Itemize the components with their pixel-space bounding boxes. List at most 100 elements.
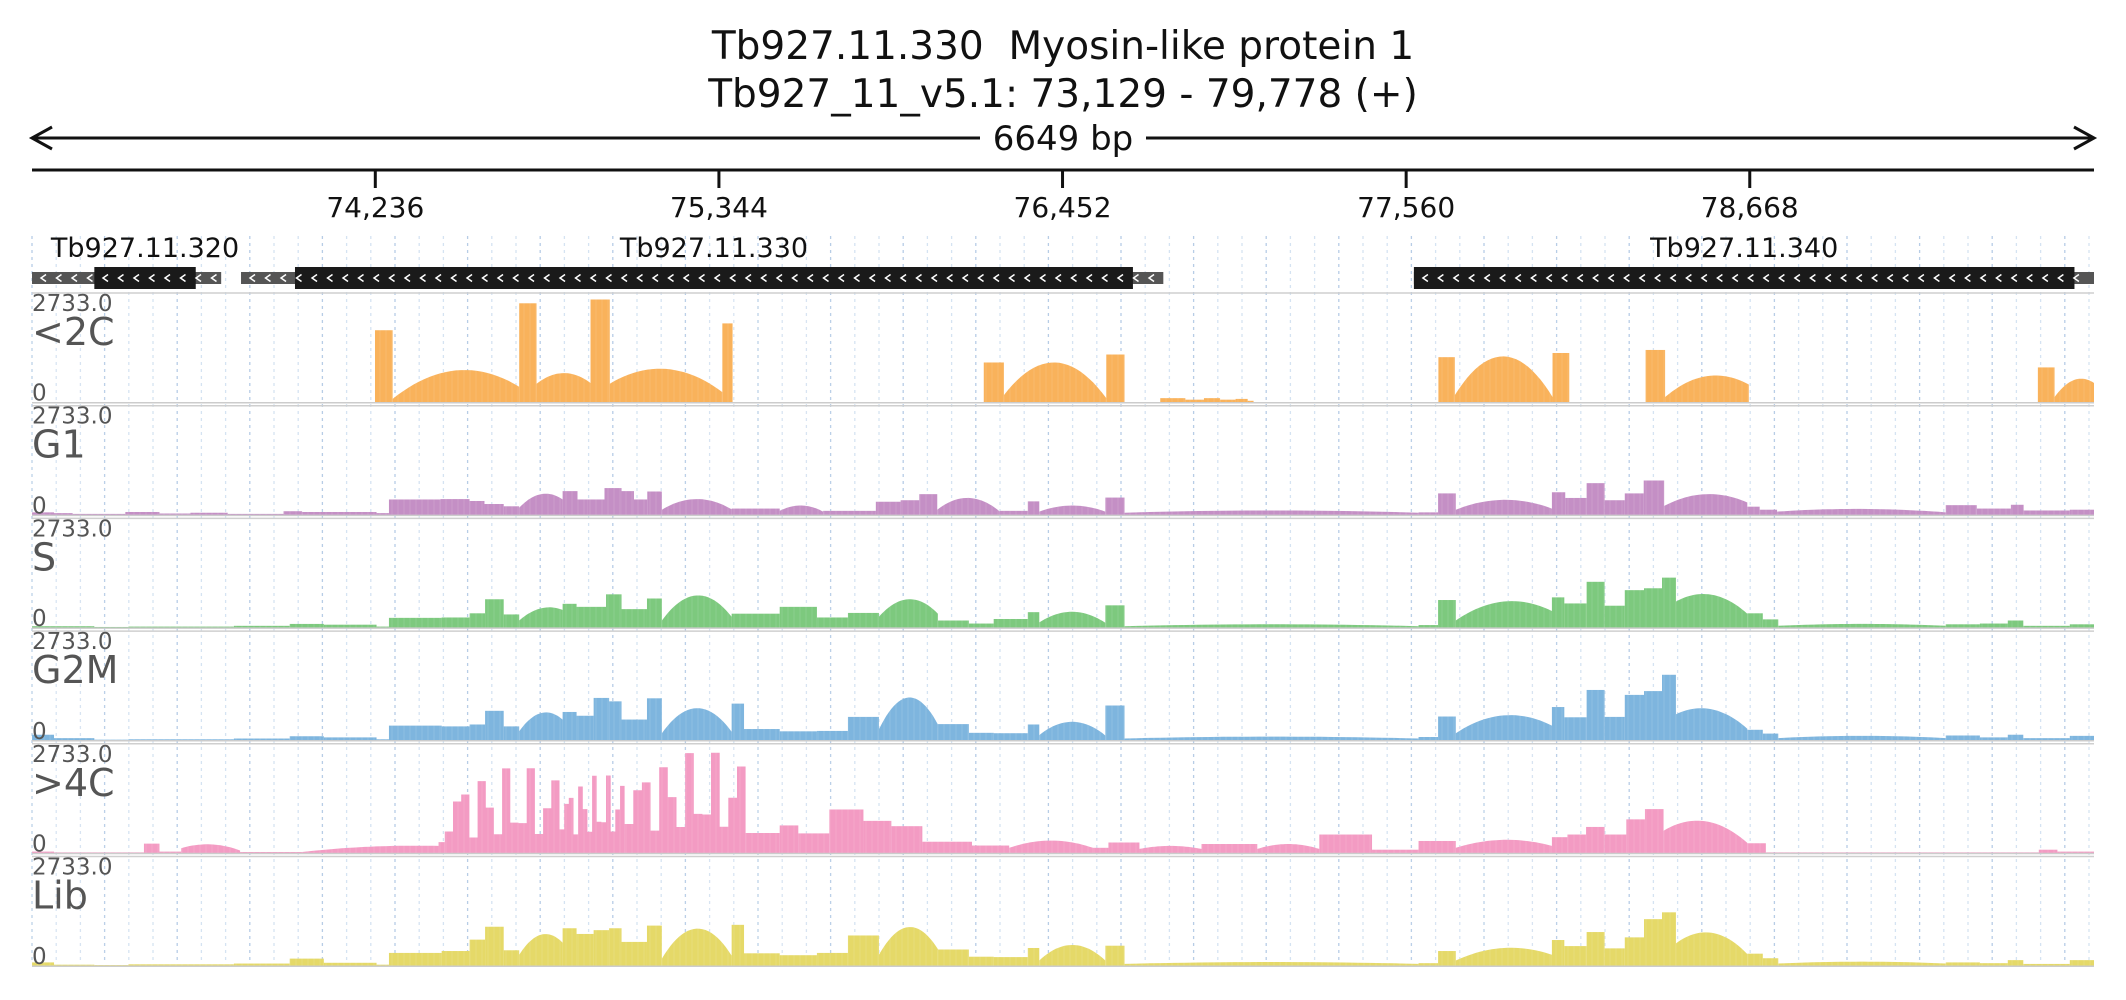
coverage-bar [562, 491, 578, 516]
chart-subtitle: Tb927_11_v5.1: 73,129 - 79,778 (+) [707, 72, 1418, 117]
coverage-bar [1564, 603, 1587, 629]
coverage-area [661, 595, 732, 629]
strand-arrow-icon [357, 273, 364, 283]
coverage-bar [744, 953, 780, 967]
strand-arrow-icon [1685, 273, 1692, 283]
strand-arrow-icon [853, 273, 860, 283]
coverage-bar [376, 626, 389, 629]
x-tick-label: 78,668 [1701, 191, 1799, 224]
coverage-bar [441, 617, 470, 629]
strand-arrow-icon [1070, 273, 1077, 283]
coverage-bar [376, 964, 389, 967]
coverage-bar [2023, 963, 2070, 967]
coverage-bar [999, 510, 1028, 516]
coverage-area [878, 697, 938, 741]
coverage-bar [159, 513, 191, 516]
coverage-bar [816, 730, 848, 741]
coverage-area [2054, 378, 2094, 403]
strand-arrow-icon [388, 273, 395, 283]
gene-feature[interactable]: Tb927.11.320 [32, 233, 239, 289]
coverage-bar [1203, 398, 1221, 403]
coverage-bar [1945, 624, 1980, 629]
coverage-bar [646, 598, 662, 629]
coverage-bar [485, 926, 504, 967]
gene-cds [94, 267, 196, 289]
coverage-bar [562, 603, 577, 629]
coverage-bar [1624, 937, 1645, 967]
strand-arrow-icon [558, 273, 566, 283]
coverage-bar [1418, 963, 1439, 967]
coverage-bar [1586, 689, 1605, 741]
strand-arrow-icon [1576, 273, 1584, 283]
coverage-area [661, 499, 732, 516]
coverage-bar [323, 737, 377, 741]
coverage-bar [1552, 352, 1570, 403]
coverage-bar [937, 949, 969, 967]
coverage-bar [1106, 354, 1125, 403]
coverage-bar [1418, 737, 1439, 741]
strand-arrow-icon [1499, 273, 1506, 283]
coverage-bar [1747, 843, 1766, 854]
strand-arrow-icon [930, 273, 938, 283]
strand-arrow-icon [605, 273, 612, 283]
strand-arrow-icon [837, 273, 845, 283]
coverage-bar [779, 955, 817, 967]
coverage-bar [1586, 826, 1605, 854]
coverage-bar [1645, 349, 1666, 403]
span-label: 6649 bp [993, 119, 1134, 159]
gene-annotation-track: Tb927.11.320 Tb927.11.330 Tb927.11.340 [32, 233, 2094, 289]
coverage-bar [604, 488, 622, 516]
gene-label: Tb927.11.340 [1649, 233, 1838, 264]
coverage-bar [32, 734, 55, 741]
coverage-bar [590, 299, 610, 403]
coverage-bar [1604, 834, 1627, 854]
strand-arrow-icon [1008, 273, 1015, 283]
coverage-bar [1027, 501, 1040, 516]
x-axis-ticks: 74,236 75,344 76,452 77,560 78,668 [326, 170, 1799, 224]
coverage-bar [440, 499, 470, 516]
strand-arrow-icon [1116, 273, 1124, 283]
coverage-bar [503, 614, 520, 629]
coverage-bar [1372, 849, 1419, 854]
coverage-bar [469, 500, 485, 516]
coverage-bar [1604, 605, 1625, 629]
coverage-bar [1624, 590, 1645, 629]
coverage-bar [922, 841, 972, 854]
strand-arrow-icon [1731, 273, 1739, 283]
strand-arrow-icon [1902, 273, 1909, 283]
gene-feature[interactable]: Tb927.11.340 [1413, 233, 2094, 289]
strand-arrow-icon [403, 273, 411, 283]
coverage-bar [968, 623, 994, 629]
coverage-area [878, 599, 938, 629]
coverage-bar [1662, 577, 1676, 629]
strand-arrow-icon [977, 273, 984, 283]
strand-arrow-icon [132, 273, 140, 283]
coverage-bar [128, 964, 234, 967]
strand-arrow-icon [651, 273, 659, 283]
coverage-bar [919, 494, 938, 516]
coverage-area [1139, 845, 1202, 854]
strand-arrow-icon [1101, 273, 1108, 283]
coverage-area [779, 505, 824, 516]
gene-feature[interactable]: Tb927.11.330 [241, 233, 1164, 289]
coverage-bar [125, 511, 160, 516]
track-min-label: 0 [32, 719, 47, 745]
strand-arrow-icon [101, 273, 109, 283]
track-max-label: 2733.0 [32, 855, 112, 881]
coverage-bar [621, 609, 647, 629]
strand-arrow-icon [372, 273, 380, 283]
coverage-area [1778, 961, 1946, 967]
coverage-bar [731, 613, 780, 629]
strand-arrow-icon [70, 273, 78, 283]
strand-arrow-icon [1933, 273, 1940, 283]
coverage-bar [798, 833, 830, 854]
x-tick-label: 75,344 [670, 191, 768, 224]
track-min-label: 0 [32, 381, 47, 407]
coverage-bar [233, 738, 290, 741]
coverage-bar [562, 711, 577, 741]
coverage-bar [1105, 945, 1125, 967]
track-min-label: 0 [32, 944, 47, 970]
strand-arrow-icon [2057, 273, 2064, 283]
coverage-bar [1551, 597, 1565, 629]
strand-arrow-icon [1561, 273, 1568, 283]
